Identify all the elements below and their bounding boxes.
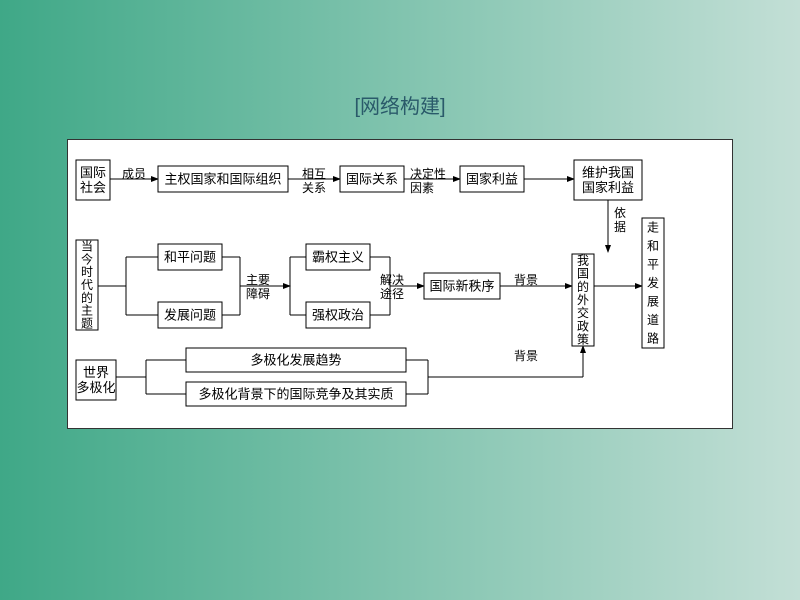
edge-label-e6: 解决: [380, 273, 404, 287]
flowchart: 国际社会主权国家和国际组织国际关系国家利益维护我国国家利益当今时代的主题和平问题…: [74, 152, 728, 418]
svg-text:多极化: 多极化: [76, 380, 115, 395]
edge-label-e2: 关系: [302, 181, 326, 195]
edge-label-e8: 背景: [514, 349, 538, 363]
svg-text:道: 道: [647, 313, 659, 327]
svg-text:平: 平: [647, 257, 659, 271]
svg-text:国家利益: 国家利益: [582, 180, 634, 195]
svg-text:发展问题: 发展问题: [164, 308, 216, 323]
svg-text:的: 的: [577, 279, 589, 294]
svg-text:展: 展: [647, 295, 659, 309]
svg-text:走: 走: [647, 220, 659, 234]
svg-text:国: 国: [577, 267, 589, 281]
svg-text:国际: 国际: [80, 165, 106, 180]
page-title: [网络构建]: [0, 90, 800, 119]
edge-label-e4: 依: [614, 205, 626, 220]
svg-text:维护我国: 维护我国: [582, 165, 634, 180]
svg-text:交: 交: [577, 305, 589, 320]
edge-label-e2: 相互: [302, 167, 326, 181]
svg-text:主权国家和国际组织: 主权国家和国际组织: [164, 172, 281, 187]
svg-text:国际新秩序: 国际新秩序: [429, 279, 494, 294]
svg-text:路: 路: [647, 331, 659, 346]
edge-label-e3: 因素: [410, 181, 434, 195]
svg-text:世界: 世界: [83, 365, 109, 380]
svg-text:的: 的: [81, 290, 93, 305]
svg-text:多极化背景下的国际竞争及其实质: 多极化背景下的国际竞争及其实质: [198, 387, 393, 402]
svg-text:多极化发展趋势: 多极化发展趋势: [250, 353, 341, 368]
svg-text:霸权主义: 霸权主义: [312, 250, 364, 265]
svg-text:国家利益: 国家利益: [466, 172, 518, 187]
svg-text:发: 发: [647, 275, 659, 290]
svg-text:国际关系: 国际关系: [346, 172, 398, 187]
edge-label-e4: 据: [614, 220, 626, 234]
svg-text:强权政治: 强权政治: [312, 308, 364, 323]
svg-text:我: 我: [577, 254, 589, 268]
svg-text:外: 外: [577, 293, 589, 307]
edge-label-e3: 决定性: [410, 166, 446, 181]
svg-text:题: 题: [81, 317, 93, 331]
edge-label-e6: 途径: [380, 286, 404, 301]
svg-text:今: 今: [81, 251, 93, 266]
svg-text:政: 政: [577, 319, 589, 333]
svg-text:和: 和: [647, 239, 659, 253]
edge-label-e1: 成员: [122, 167, 146, 181]
svg-text:和平问题: 和平问题: [164, 250, 216, 265]
edge-label-e7: 背景: [514, 273, 538, 287]
edge-label-e5: 主要: [246, 273, 270, 287]
diagram-panel: 国际社会主权国家和国际组织国际关系国家利益维护我国国家利益当今时代的主题和平问题…: [67, 139, 733, 429]
edge-label-e5: 障碍: [246, 286, 270, 301]
svg-text:社会: 社会: [80, 180, 106, 195]
svg-text:策: 策: [577, 332, 589, 346]
